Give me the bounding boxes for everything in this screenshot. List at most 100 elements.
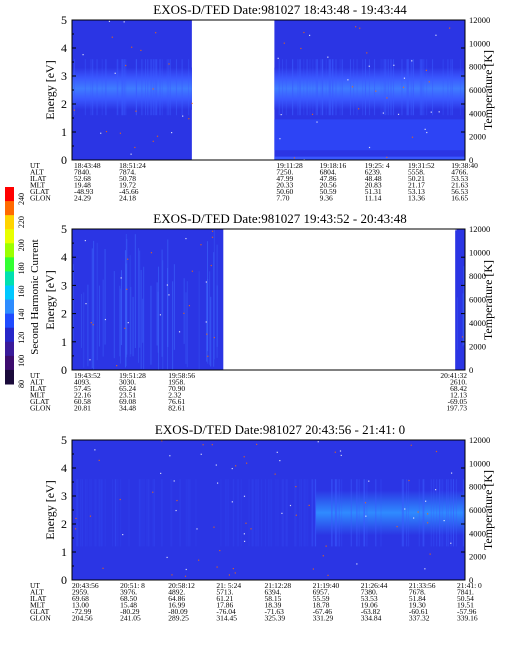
noise-dot xyxy=(210,264,212,267)
noise-dot xyxy=(450,542,452,544)
y-tick-label: 3 xyxy=(61,489,67,503)
table-cell: 20:51: 8 xyxy=(120,581,145,590)
table-cell: 2.32 xyxy=(168,391,181,400)
y2-axis-ticks: 0 2000 4000 6000 8000 10000 12000 xyxy=(469,435,490,585)
colorbar-tick-label: 100 xyxy=(17,355,26,367)
table-cell: 16.99 xyxy=(168,601,185,610)
table-cell: 13.36 xyxy=(408,194,425,203)
table-cell: 68.42 xyxy=(450,384,467,393)
y-tick-label: 4 xyxy=(61,41,67,55)
noise-dot xyxy=(250,528,252,530)
noise-dot xyxy=(300,47,302,50)
noise-dot xyxy=(424,568,426,570)
noise-dot xyxy=(461,336,464,338)
noise-dot xyxy=(430,111,432,113)
table-cell: 197.73 xyxy=(446,404,467,413)
noise-dot xyxy=(175,509,177,512)
y-tick-label: 0 xyxy=(61,573,67,587)
noise-dot xyxy=(231,467,233,470)
y-axis-label: Energy [eV] xyxy=(43,480,57,539)
noise-dot xyxy=(211,230,214,232)
table-row-label: MLT xyxy=(30,391,46,400)
table-cell: 7678. xyxy=(409,588,426,597)
table-cell: 18:51:24 xyxy=(119,161,146,170)
y2-axis-ticks: 0 2000 4000 6000 8000 10000 12000 xyxy=(469,224,490,375)
noise-dot xyxy=(231,501,233,503)
colorbar-cell xyxy=(5,201,14,216)
noise-dot xyxy=(124,327,126,329)
table-cell: 21:19:40 xyxy=(313,581,340,590)
table-cell: 53.53 xyxy=(451,174,468,183)
y2-tick-label: 6000 xyxy=(469,505,486,515)
noise-dot xyxy=(168,294,170,296)
y-tick-label: 5 xyxy=(61,222,67,236)
panel-1: EXOS-D/TED Date:981027 18:43:48 - 19:43:… xyxy=(30,2,495,203)
table-cell: 20.56 xyxy=(320,181,337,190)
spectrogram-image xyxy=(72,229,465,370)
table-row-label: UT xyxy=(30,371,40,380)
noise-dot xyxy=(428,81,430,83)
colorbar-cell xyxy=(5,271,14,286)
table-cell: 6394. xyxy=(265,588,282,597)
noise-dot xyxy=(98,459,100,462)
noise-dot xyxy=(234,465,237,467)
noise-dot xyxy=(127,258,129,260)
noise-dot xyxy=(213,526,215,528)
table-cell: 4093. xyxy=(74,378,91,387)
noise-dot xyxy=(159,314,162,316)
noise-dot xyxy=(166,556,168,559)
table-row-label: ILAT xyxy=(30,594,47,603)
noise-dot xyxy=(105,130,108,133)
noise-dot xyxy=(152,491,154,493)
colorbar-cell xyxy=(5,313,14,329)
table-cell: -76.04 xyxy=(216,607,236,616)
table-cell: -67.46 xyxy=(313,607,333,616)
table-cell: 50.60 xyxy=(276,187,293,196)
noise-dot xyxy=(89,359,91,361)
energy-band xyxy=(315,490,465,536)
noise-dot xyxy=(364,502,367,504)
spectrogram-plot xyxy=(71,228,466,371)
table-cell: 22.16 xyxy=(74,391,91,400)
table-cell: 50.59 xyxy=(320,187,337,196)
noise-dot xyxy=(82,54,84,56)
noise-dot xyxy=(435,489,437,491)
noise-dot xyxy=(140,49,142,52)
table-cell: 23.51 xyxy=(119,391,136,400)
colorbar-cell xyxy=(5,243,14,258)
noise-dot xyxy=(216,482,219,484)
energy-band xyxy=(72,67,192,110)
table-cell: -60.61 xyxy=(409,607,429,616)
noise-dot xyxy=(102,567,104,569)
y2-tick-label: 0 xyxy=(469,365,473,375)
table-cell: 19:18:16 xyxy=(320,161,347,170)
table-cell: 6957. xyxy=(313,588,330,597)
noise-dot xyxy=(216,566,218,568)
table-cell: 9.36 xyxy=(320,194,333,203)
table-cell: 2959. xyxy=(72,588,89,597)
noise-dot xyxy=(202,444,204,446)
table-cell: 20.81 xyxy=(74,404,91,413)
table-cell: 16.65 xyxy=(451,194,468,203)
noise-dot xyxy=(308,504,310,506)
noise-dot xyxy=(340,454,342,457)
noise-dot xyxy=(234,572,236,574)
table-cell: 337.32 xyxy=(409,614,430,623)
table-cell: 24.29 xyxy=(74,194,91,203)
y-tick-label: 1 xyxy=(61,335,67,349)
table-cell: 47.99 xyxy=(276,174,293,183)
y-tick-label: 4 xyxy=(61,461,67,475)
table-cell: 52.68 xyxy=(74,174,91,183)
noise-dot xyxy=(206,333,208,335)
table-row-label: GLON xyxy=(30,404,51,413)
panel-3: EXOS-D/TED Date:981027 20:43:56 - 21:41:… xyxy=(30,422,495,623)
noise-dot xyxy=(207,355,209,357)
y2-tick-label: 12000 xyxy=(469,224,490,234)
noise-dot xyxy=(402,86,405,88)
table-cell: -69.05 xyxy=(448,397,468,406)
noise-dot xyxy=(219,549,221,552)
noise-dot xyxy=(178,331,181,333)
noise-dot xyxy=(455,229,457,231)
panel-2: EXOS-D/TED Date:981027 19:43:52 - 20:43:… xyxy=(30,211,495,413)
noise-dot xyxy=(386,156,388,158)
